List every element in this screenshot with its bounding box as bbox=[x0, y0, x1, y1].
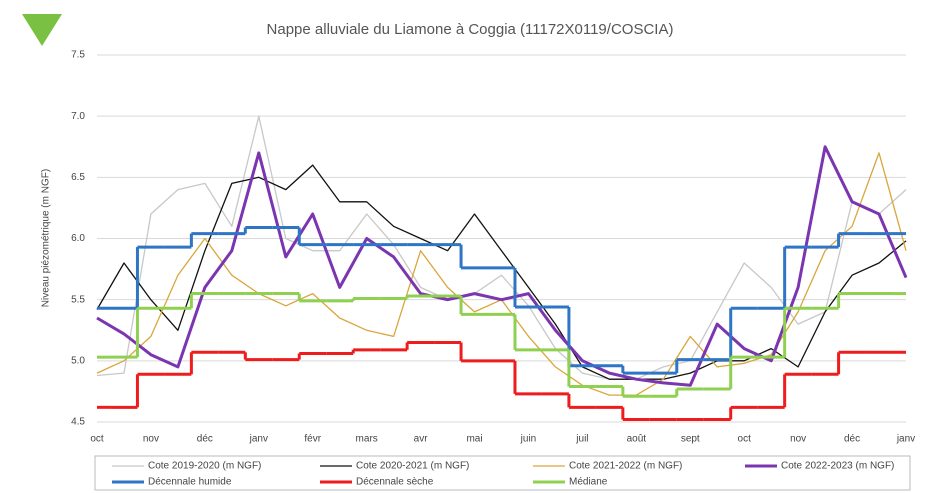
y-tick-label: 7.0 bbox=[71, 111, 85, 122]
chart-title: Nappe alluviale du Liamone à Coggia (111… bbox=[267, 21, 674, 38]
x-tick-label: juin bbox=[520, 434, 537, 445]
legend-label: Cote 2022-2023 (m NGF) bbox=[781, 461, 894, 472]
y-axis-label: Niveau piézométrique (m NGF) bbox=[41, 169, 52, 307]
status-icon bbox=[22, 14, 62, 46]
x-tick-label: janv bbox=[896, 434, 915, 445]
legend-label: Cote 2021-2022 (m NGF) bbox=[569, 461, 682, 472]
legend-label: Cote 2019-2020 (m NGF) bbox=[148, 461, 261, 472]
legend-label: Médiane bbox=[569, 477, 608, 488]
x-tick-label: mai bbox=[466, 434, 482, 445]
legend-box bbox=[94, 455, 911, 491]
x-tick-label: janv bbox=[249, 434, 268, 445]
x-tick-label: juil bbox=[575, 434, 588, 445]
legend-label: Décennale sèche bbox=[356, 477, 434, 488]
x-tick-label: nov bbox=[790, 434, 806, 445]
series-line bbox=[96, 164, 907, 380]
legend-label: Décennale humide bbox=[148, 477, 232, 488]
x-tick-label: mars bbox=[356, 434, 378, 445]
y-tick-label: 6.5 bbox=[71, 172, 85, 183]
y-tick-label: 5.5 bbox=[71, 294, 85, 305]
x-tick-label: déc bbox=[844, 434, 860, 445]
x-tick-label: avr bbox=[414, 434, 429, 445]
x-tick-label: oct bbox=[90, 434, 104, 445]
y-tick-label: 4.5 bbox=[71, 417, 85, 428]
x-tick-label: sept bbox=[681, 434, 700, 445]
y-tick-label: 5.0 bbox=[71, 355, 85, 366]
y-tick-label: 6.0 bbox=[71, 233, 85, 244]
x-tick-label: oct bbox=[738, 434, 752, 445]
x-tick-label: févr bbox=[304, 434, 321, 445]
x-tick-label: nov bbox=[143, 434, 159, 445]
x-tick-label: déc bbox=[197, 434, 213, 445]
y-tick-label: 7.5 bbox=[71, 50, 85, 61]
series-line bbox=[96, 115, 907, 380]
x-tick-label: août bbox=[627, 434, 647, 445]
series-line bbox=[96, 145, 908, 387]
legend-label: Cote 2020-2021 (m NGF) bbox=[356, 461, 469, 472]
